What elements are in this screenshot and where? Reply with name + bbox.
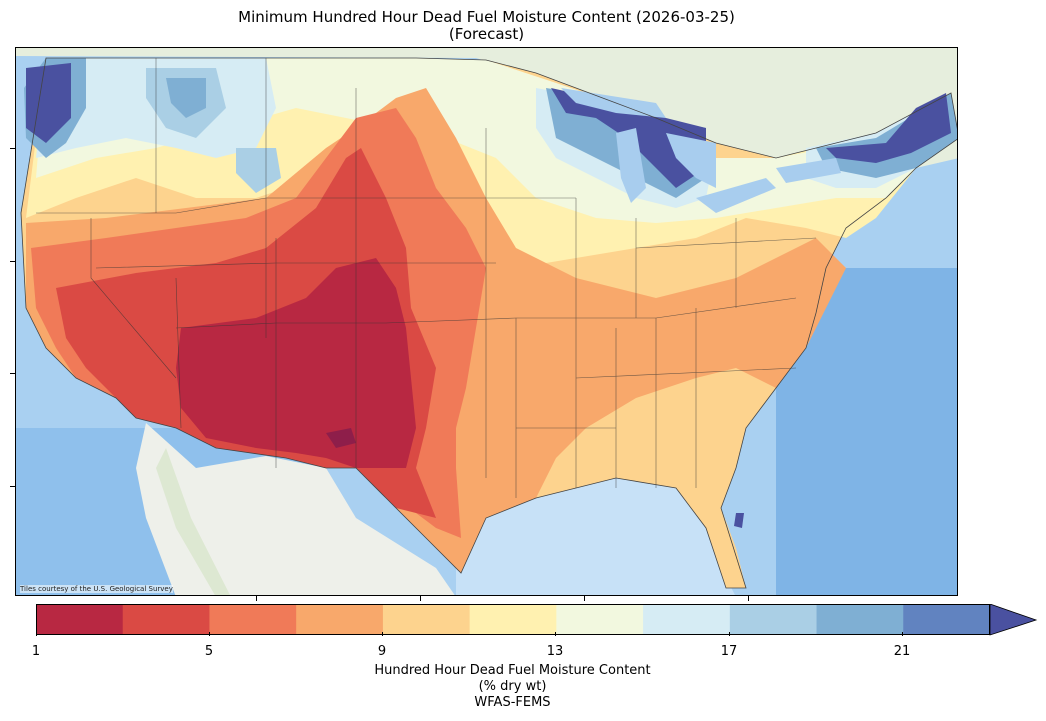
colorbar-source: WFAS-FEMS (474, 695, 551, 710)
florida (706, 508, 746, 588)
y-tick-mark (10, 148, 15, 149)
zone-23plus-maine (826, 93, 951, 163)
zone-extreme-low (326, 428, 356, 448)
mexico-land (136, 423, 455, 595)
colorbar-tick-label: 9 (377, 644, 387, 659)
lake-huron (666, 133, 716, 188)
state-borders (36, 58, 817, 498)
y-tick-mark (10, 261, 15, 262)
chart-title: Minimum Hundred Hour Dead Fuel Moisture … (238, 8, 735, 26)
tile-attribution: Tiles courtesy of the U.S. Geological Su… (20, 585, 173, 593)
map-panel[interactable]: Tiles courtesy of the U.S. Geological Su… (15, 47, 958, 596)
colorbar-tick-label: 5 (204, 644, 214, 659)
x-tick-mark (256, 596, 257, 601)
colorbar-tick-label: 13 (546, 644, 564, 659)
x-tick-mark (748, 596, 749, 601)
colorbar-tick-label: 1 (31, 644, 41, 659)
lake-ontario (776, 158, 841, 183)
lake-michigan (616, 128, 646, 203)
canada-land (16, 48, 957, 208)
colorbar-label: Hundred Hour Dead Fuel Moisture Content (374, 663, 651, 678)
lake-erie (696, 178, 776, 213)
colorbar-bin (209, 604, 297, 635)
chart-subtitle: (Forecast) (448, 25, 525, 43)
x-tick-mark (420, 596, 421, 601)
colorbar-bin (643, 604, 731, 635)
florida-wet-spot (734, 513, 744, 528)
colorbar-bin (816, 604, 904, 635)
y-tick-mark (10, 373, 15, 374)
conus-outline (20, 57, 957, 589)
colorbar-bin (903, 604, 991, 635)
gulf-of-mexico (456, 473, 735, 595)
colorbar-extend-arrow (989, 604, 1038, 636)
colorbar (36, 604, 1038, 636)
zone-23plus-washington (26, 63, 71, 143)
zone-17-19-wyoming (236, 148, 281, 193)
colorbar-bin (382, 604, 471, 635)
lake-superior (561, 88, 666, 118)
colorbar-bin (556, 604, 644, 635)
colorbar-tick-mark (382, 632, 383, 636)
colorbar-tick-label: 17 (720, 644, 738, 659)
zone-19-21-idaho (166, 78, 206, 118)
baja-peninsula (156, 448, 230, 595)
colorbar-bin (729, 604, 818, 635)
colorbar-bin (122, 604, 210, 635)
y-tick-mark (10, 486, 15, 487)
colorbar-units: (% dry wt) (478, 679, 547, 694)
colorbar-tick-mark (555, 632, 556, 636)
x-tick-mark (584, 596, 585, 601)
colorbar-tick-mark (902, 632, 903, 636)
colorbar-bin (296, 604, 384, 635)
colorbar-tick-mark (36, 632, 37, 636)
colorbar-bin (469, 604, 557, 635)
colorbar-tick-mark (729, 632, 730, 636)
map-canvas (16, 48, 957, 595)
colorbar-bins (36, 604, 991, 635)
colorbar-tick-mark (209, 632, 210, 636)
colorbar-border (36, 604, 990, 635)
colorbar-tick-label: 21 (893, 644, 911, 659)
colorbar-bin (36, 604, 124, 635)
